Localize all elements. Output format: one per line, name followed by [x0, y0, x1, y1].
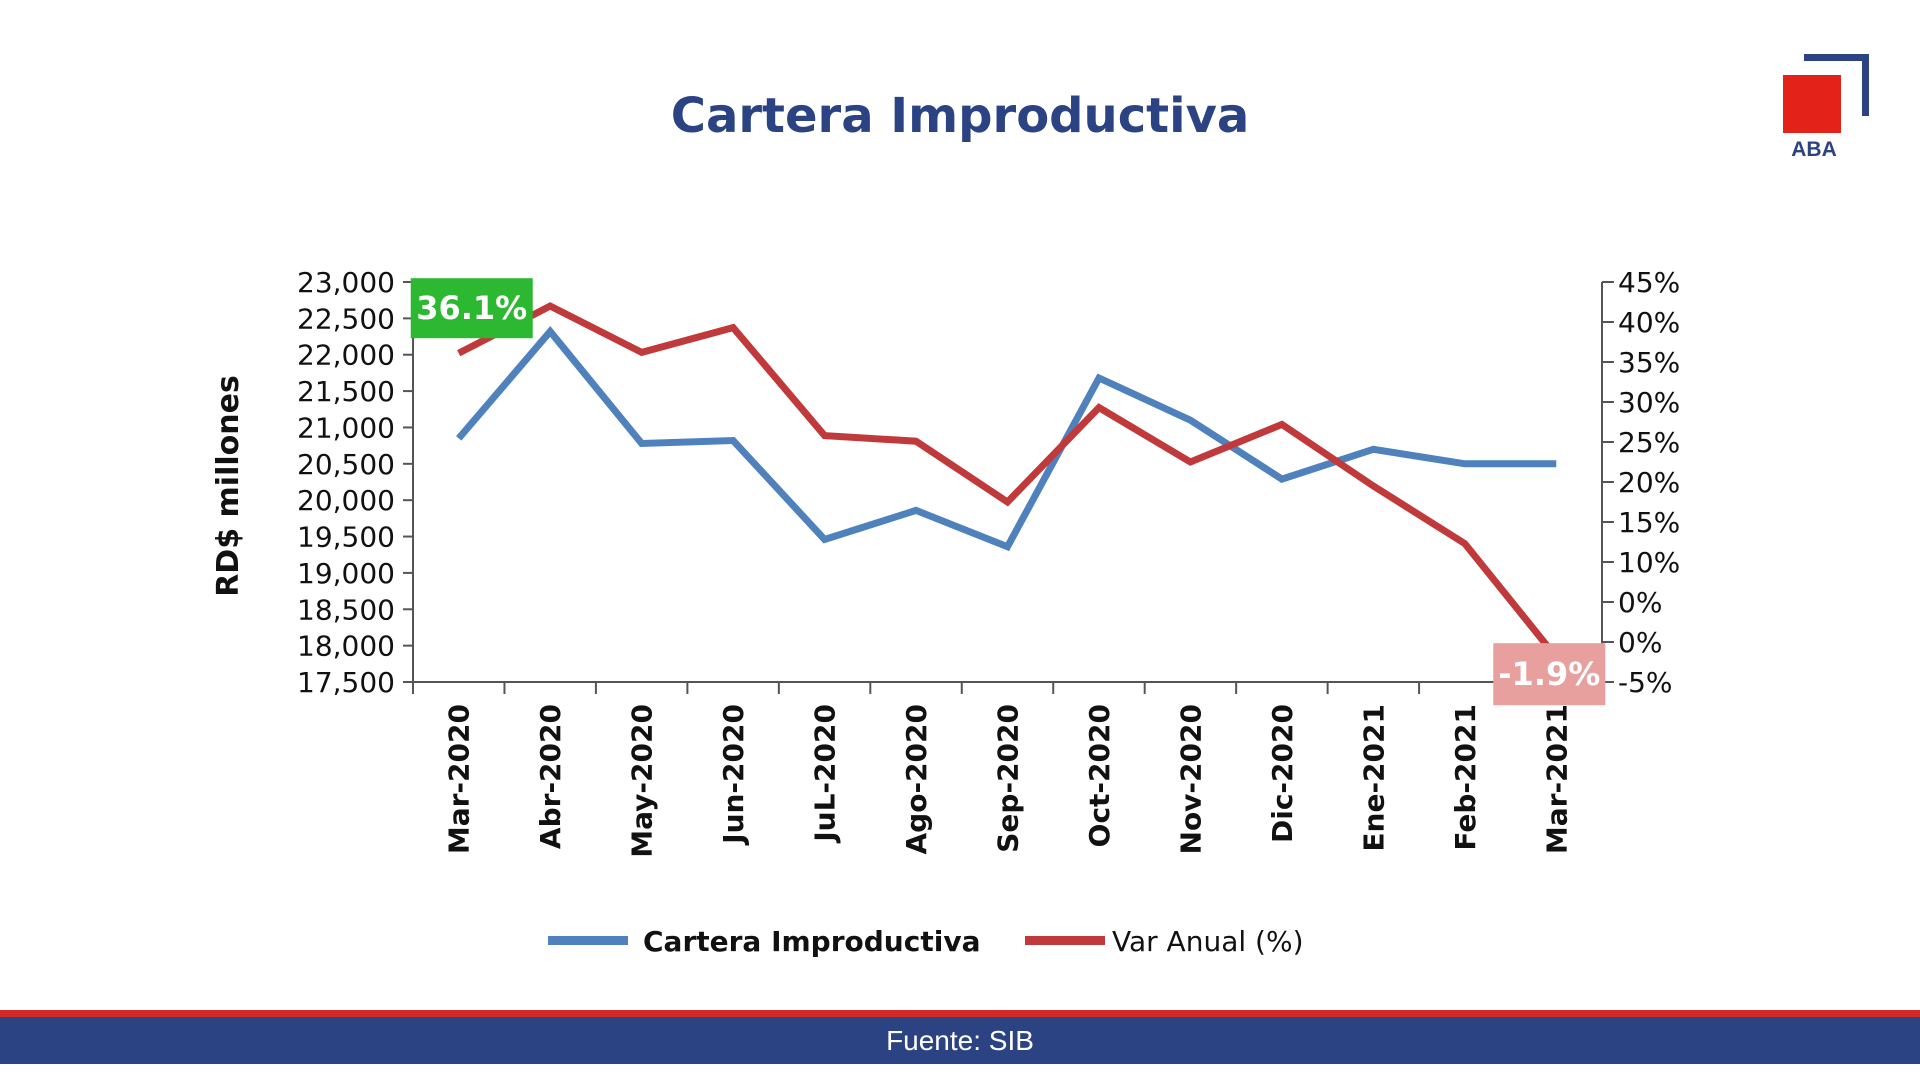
x-tick-label: Feb-2021: [1449, 704, 1482, 851]
y-axis-label: RD$ millones: [211, 375, 246, 597]
x-axis-ticks: Mar-2020 Abr-2020 May-2020 Jun-2020 JuL-2020…: [412, 682, 1603, 858]
left-tick-label: 21,000: [297, 411, 395, 444]
series-lines: [456, 302, 1560, 660]
x-tick-label: Dic-2020: [1266, 704, 1299, 843]
callout-first-box: [410, 278, 533, 339]
right-tick-label: 15%: [1618, 506, 1680, 539]
x-tick-label: JuL-2020: [809, 704, 842, 844]
right-tick-label: 10%: [1618, 546, 1680, 579]
left-tick-label: 22,500: [297, 302, 395, 335]
x-tick-label: May-2020: [626, 704, 659, 858]
legend-swatch-var-anual: [1025, 936, 1105, 945]
legend-label-cartera: Cartera Improductiva: [643, 925, 981, 958]
x-tick-label: Mar-2021: [1540, 704, 1573, 854]
logo-frame-icon: [1804, 54, 1869, 116]
legend-label-var-anual: Var Anual (%): [1112, 925, 1304, 958]
chart-title: Cartera Improductiva: [670, 88, 1250, 144]
callout-first-label: 36.1%: [416, 289, 527, 327]
right-tick-label: 25%: [1618, 426, 1680, 459]
right-tick-label: -5%: [1618, 666, 1673, 699]
right-tick-label: 30%: [1618, 386, 1680, 419]
right-tick-label: 0%: [1618, 626, 1662, 659]
value-callouts: 36.1% -1.9%: [410, 278, 1606, 706]
footer-stripe: [0, 1010, 1920, 1017]
left-tick-label: 18,000: [297, 630, 395, 663]
x-tick-label: Jun-2020: [717, 704, 750, 846]
series-line-var-anual: [457, 302, 1560, 660]
left-tick-label: 22,000: [297, 339, 395, 372]
chart-axes: [412, 282, 1603, 683]
series-line-cartera-improductiva: [456, 326, 1557, 552]
right-tick-label: 20%: [1618, 466, 1680, 499]
x-tick-label: Nov-2020: [1174, 704, 1207, 854]
left-tick-label: 19,000: [297, 557, 395, 590]
right-tick-label: 0%: [1618, 586, 1662, 619]
callout-last-label: -1.9%: [1498, 655, 1600, 693]
left-tick-label: 21,500: [297, 375, 395, 408]
logo-square-icon: [1783, 75, 1841, 133]
left-tick-label: 23,000: [297, 266, 395, 299]
x-tick-label: Sep-2020: [992, 704, 1025, 853]
right-tick-label: 40%: [1618, 306, 1680, 339]
left-tick-label: 20,000: [297, 484, 395, 517]
right-axis-ticks: 45% 40% 35% 30% 25% 20% 15% 10% 0% 0% -5%: [1602, 266, 1680, 699]
logo-text: ABA: [1791, 138, 1837, 161]
x-tick-label: Oct-2020: [1083, 704, 1116, 847]
x-tick-label: Mar-2020: [443, 704, 476, 854]
aba-logo: ABA: [1780, 52, 1872, 162]
x-tick-label: Abr-2020: [534, 704, 567, 849]
left-tick-label: 19,500: [297, 521, 395, 554]
right-tick-label: 45%: [1618, 266, 1680, 299]
callout-last-box: [1493, 643, 1606, 706]
footer-source: Fuente: SIB: [0, 1017, 1920, 1064]
left-tick-label: 17,500: [297, 666, 395, 699]
right-tick-label: 35%: [1618, 346, 1680, 379]
x-tick-label: Ene-2021: [1357, 704, 1390, 852]
left-tick-label: 20,500: [297, 448, 395, 481]
legend-swatch-cartera: [548, 936, 628, 945]
left-tick-label: 18,500: [297, 593, 395, 626]
x-tick-label: Ago-2020: [900, 704, 933, 855]
